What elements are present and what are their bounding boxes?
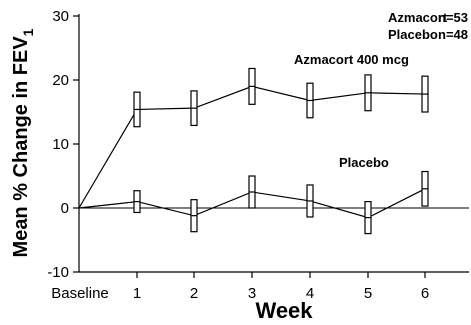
y-tick-label: 0 [61,200,69,217]
y-axis-title-subscript: 1 [20,28,36,36]
legend-n-azmacort: n=53 [438,10,468,25]
series-layer [78,67,429,235]
x-tick-label: 2 [190,285,198,302]
x-tick-label: 3 [248,285,256,302]
legend-n-placebo: n=48 [438,27,468,42]
x-ticks: Baseline 1 2 3 4 5 6 [51,272,429,302]
legend: Azmacort n=53 Placebo n=48 [388,10,468,42]
legend-label-azmacort: Azmacort [388,10,448,25]
series-1 [78,170,429,235]
series-0 [78,67,429,209]
x-axis-title: Week [255,298,313,323]
y-axis-title: Mean % Change in FEV1 [10,28,36,257]
x-tick-label: Baseline [51,285,109,302]
series-label-azmacort: Azmacort 400 mcg [294,52,409,67]
y-ticks: -10 0 10 20 30 [47,8,79,281]
y-tick-label: -10 [47,264,69,281]
legend-label-placebo: Placebo [388,27,438,42]
y-tick-label: 20 [52,72,69,89]
y-tick-label: 10 [52,136,69,153]
y-axis-title-main: Mean % Change in FEV [10,36,32,258]
x-tick-label: 1 [133,285,141,302]
y-tick-label: 30 [52,8,69,25]
series-label-placebo: Placebo [339,155,389,170]
x-tick-label: 4 [306,285,314,302]
x-tick-label: 6 [421,285,429,302]
x-tick-label: 5 [364,285,372,302]
